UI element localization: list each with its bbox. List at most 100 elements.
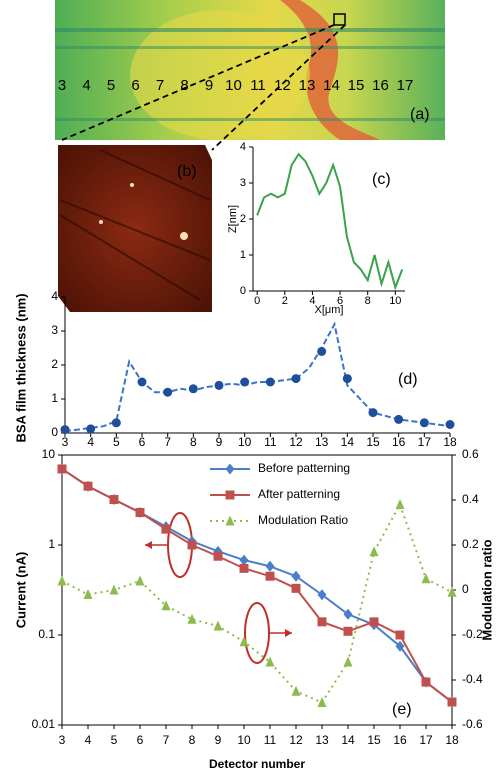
detector-label: 9 <box>205 77 213 94</box>
marker <box>111 418 121 428</box>
marker <box>188 384 198 394</box>
marker <box>447 697 457 707</box>
x-tick-label: 7 <box>163 733 170 747</box>
plot-frame <box>61 454 453 726</box>
x-tick-label: 4 <box>309 295 315 307</box>
marker <box>317 617 327 627</box>
series-line <box>61 502 453 704</box>
y-tick-label: 2 <box>240 213 246 225</box>
x-tick-label: 17 <box>418 435 432 449</box>
detector-label: 5 <box>107 77 115 94</box>
marker <box>265 377 275 387</box>
series-line <box>64 321 451 433</box>
marker <box>135 507 145 517</box>
x-tick-label: 9 <box>216 435 223 449</box>
x-tick-label: 10 <box>238 435 252 449</box>
x-tick-label: 10 <box>237 733 251 747</box>
y-tick-label: 0.01 <box>32 717 56 731</box>
zoom-line <box>211 24 346 151</box>
marker <box>109 584 119 595</box>
marker <box>421 677 431 687</box>
x-tick-label: 6 <box>137 733 144 747</box>
marker <box>213 620 223 631</box>
x-tick-label: 18 <box>443 435 457 449</box>
marker <box>395 640 405 652</box>
marker <box>213 551 223 561</box>
detector-label: 6 <box>131 77 139 94</box>
marker <box>317 589 327 601</box>
marker <box>163 387 173 397</box>
detector-label: 17 <box>397 77 414 94</box>
marker <box>445 420 455 429</box>
x-tick-label: 4 <box>87 435 94 449</box>
marker <box>317 697 327 707</box>
marker <box>161 524 171 534</box>
marker <box>135 575 145 586</box>
marker <box>265 571 275 581</box>
marker <box>343 626 353 636</box>
y2-tick-label: -0.4 <box>462 672 483 686</box>
y-tick-label: 1 <box>48 537 55 551</box>
arrow-head <box>145 541 152 549</box>
marker <box>187 613 197 624</box>
x-tick-label: 17 <box>419 733 433 747</box>
x-tick-label: 5 <box>111 733 118 747</box>
marker <box>109 495 119 505</box>
x-tick-label: 7 <box>164 435 171 449</box>
y-tick-label: 2 <box>51 357 58 371</box>
marker <box>395 499 405 509</box>
marker <box>57 575 67 586</box>
x-tick-label: 18 <box>445 733 459 747</box>
detector-label: 15 <box>348 77 365 94</box>
marker <box>161 600 171 611</box>
x-tick-label: 15 <box>366 435 380 449</box>
y-tick-label: 4 <box>51 289 58 303</box>
ring <box>244 602 270 664</box>
marker <box>265 560 275 572</box>
marker <box>291 685 301 696</box>
y-tick-label: 3 <box>240 177 246 189</box>
panel-b-image <box>58 145 212 312</box>
marker <box>291 374 301 384</box>
marker <box>317 346 327 356</box>
y2-tick-label: 0.2 <box>462 537 479 551</box>
legend-label: Before patterning <box>258 461 350 475</box>
x-tick-label: 14 <box>341 733 355 747</box>
y2-tick-label: 0.6 <box>462 447 479 461</box>
x-tick-label: 12 <box>289 435 303 449</box>
y2-axis-label: Modulation ratio <box>479 539 494 640</box>
detector-label: 11 <box>250 77 266 94</box>
marker <box>214 380 224 390</box>
marker <box>291 583 301 593</box>
marker <box>343 656 353 667</box>
marker <box>368 408 378 418</box>
marker <box>57 464 67 474</box>
x-tick-label: 12 <box>289 733 303 747</box>
x-tick-label: 11 <box>264 435 277 449</box>
marker <box>369 617 379 627</box>
y-tick-label: 0 <box>240 285 246 297</box>
marker <box>291 570 301 582</box>
x-tick-label: 16 <box>393 733 407 747</box>
marker <box>83 589 93 599</box>
x-tick-label: 10 <box>389 295 401 307</box>
marker <box>240 377 250 387</box>
x-tick-label: 3 <box>59 733 66 747</box>
x-tick-label: 6 <box>139 435 146 449</box>
series-line <box>61 468 453 703</box>
y-tick-label: 4 <box>240 141 246 153</box>
x-axis-label: X[μm] <box>315 304 344 316</box>
y-axis-label: Current (nA) <box>13 552 28 629</box>
arrow-head <box>285 629 292 637</box>
marker <box>342 374 352 384</box>
panel-a-tag: (a) <box>410 106 430 123</box>
y-tick-label: 10 <box>42 447 56 461</box>
x-tick-label: 15 <box>367 733 381 747</box>
detector-label: 8 <box>180 77 188 94</box>
x-tick-label: 3 <box>62 435 69 449</box>
marker <box>60 425 70 435</box>
x-tick-label: 13 <box>315 435 329 449</box>
y-axis-label: BSA film thickness (nm) <box>13 293 28 442</box>
detector-label: 4 <box>82 77 90 94</box>
